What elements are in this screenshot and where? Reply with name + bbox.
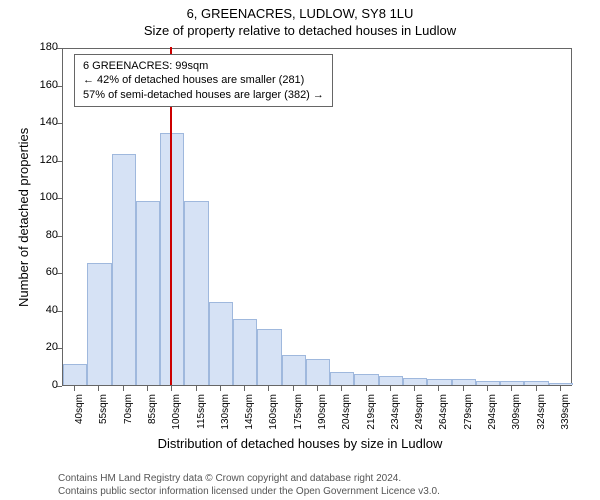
- x-tick-label: 309sqm: [511, 394, 522, 434]
- x-tick-label: 130sqm: [220, 394, 231, 434]
- histogram-bar: [209, 302, 233, 385]
- x-tick-mark: [123, 386, 124, 391]
- histogram-bar: [233, 319, 257, 385]
- histogram-bar: [476, 381, 500, 385]
- x-tick-mark: [293, 386, 294, 391]
- x-tick-mark: [390, 386, 391, 391]
- x-tick-label: 85sqm: [147, 394, 158, 434]
- x-tick-label: 145sqm: [244, 394, 255, 434]
- y-tick-label: 140: [28, 116, 58, 128]
- y-tick-label: 20: [28, 341, 58, 353]
- y-tick-label: 0: [28, 379, 58, 391]
- x-tick-mark: [463, 386, 464, 391]
- histogram-bar: [330, 372, 354, 385]
- x-tick-label: 339sqm: [560, 394, 571, 434]
- y-tick-label: 120: [28, 154, 58, 166]
- x-tick-label: 204sqm: [341, 394, 352, 434]
- annotation-line-1: 6 GREENACRES: 99sqm: [83, 59, 324, 73]
- x-tick-mark: [511, 386, 512, 391]
- x-tick-label: 70sqm: [123, 394, 134, 434]
- footer-line-2: Contains public sector information licen…: [58, 485, 440, 498]
- x-tick-mark: [147, 386, 148, 391]
- x-tick-label: 219sqm: [366, 394, 377, 434]
- histogram-bar: [500, 381, 524, 385]
- x-tick-mark: [74, 386, 75, 391]
- x-tick-mark: [487, 386, 488, 391]
- x-tick-label: 249sqm: [414, 394, 425, 434]
- y-tick-label: 180: [28, 41, 58, 53]
- histogram-bar: [184, 201, 208, 385]
- y-tick-mark: [57, 236, 62, 237]
- y-tick-mark: [57, 386, 62, 387]
- x-tick-label: 264sqm: [438, 394, 449, 434]
- x-tick-mark: [268, 386, 269, 391]
- x-tick-label: 190sqm: [317, 394, 328, 434]
- attribution-footer: Contains HM Land Registry data © Crown c…: [58, 472, 440, 498]
- histogram-bar: [282, 355, 306, 385]
- histogram-bar: [379, 376, 403, 385]
- x-axis-label: Distribution of detached houses by size …: [0, 436, 600, 451]
- y-tick-label: 100: [28, 191, 58, 203]
- x-tick-mark: [196, 386, 197, 391]
- x-tick-mark: [341, 386, 342, 391]
- y-tick-mark: [57, 311, 62, 312]
- histogram-bar: [136, 201, 160, 385]
- x-tick-mark: [366, 386, 367, 391]
- histogram-bar: [257, 329, 281, 385]
- y-tick-mark: [57, 348, 62, 349]
- y-tick-mark: [57, 123, 62, 124]
- y-tick-mark: [57, 48, 62, 49]
- page-subtitle: Size of property relative to detached ho…: [0, 21, 600, 38]
- x-tick-mark: [317, 386, 318, 391]
- page-title: 6, GREENACRES, LUDLOW, SY8 1LU: [0, 0, 600, 21]
- x-tick-label: 175sqm: [293, 394, 304, 434]
- x-tick-mark: [220, 386, 221, 391]
- x-tick-label: 294sqm: [487, 394, 498, 434]
- x-tick-label: 115sqm: [196, 394, 207, 434]
- y-tick-mark: [57, 161, 62, 162]
- histogram-bar: [87, 263, 111, 385]
- x-tick-mark: [560, 386, 561, 391]
- x-tick-mark: [244, 386, 245, 391]
- histogram-bar: [403, 378, 427, 386]
- x-tick-mark: [438, 386, 439, 391]
- x-tick-label: 324sqm: [536, 394, 547, 434]
- y-tick-label: 40: [28, 304, 58, 316]
- histogram-bar: [452, 379, 476, 385]
- y-tick-mark: [57, 273, 62, 274]
- y-tick-mark: [57, 86, 62, 87]
- y-tick-label: 160: [28, 79, 58, 91]
- histogram-bar: [354, 374, 378, 385]
- histogram-bar: [160, 133, 184, 385]
- y-tick-label: 60: [28, 266, 58, 278]
- histogram-bar: [524, 381, 548, 385]
- x-tick-label: 234sqm: [390, 394, 401, 434]
- x-tick-label: 55sqm: [98, 394, 109, 434]
- y-tick-label: 80: [28, 229, 58, 241]
- histogram-bar: [112, 154, 136, 385]
- x-tick-label: 100sqm: [171, 394, 182, 434]
- x-tick-mark: [414, 386, 415, 391]
- x-tick-label: 160sqm: [268, 394, 279, 434]
- y-tick-mark: [57, 198, 62, 199]
- annotation-line-3: 57% of semi-detached houses are larger (…: [83, 88, 324, 102]
- footer-line-1: Contains HM Land Registry data © Crown c…: [58, 472, 440, 485]
- histogram-bar: [549, 383, 573, 385]
- histogram-bar: [63, 364, 87, 385]
- x-tick-mark: [536, 386, 537, 391]
- annotation-line-2: ← 42% of detached houses are smaller (28…: [83, 73, 324, 87]
- x-tick-label: 40sqm: [74, 394, 85, 434]
- property-annotation-box: 6 GREENACRES: 99sqm ← 42% of detached ho…: [74, 54, 333, 107]
- x-tick-mark: [98, 386, 99, 391]
- x-tick-label: 279sqm: [463, 394, 474, 434]
- histogram-bar: [427, 379, 451, 385]
- x-tick-mark: [171, 386, 172, 391]
- histogram-bar: [306, 359, 330, 385]
